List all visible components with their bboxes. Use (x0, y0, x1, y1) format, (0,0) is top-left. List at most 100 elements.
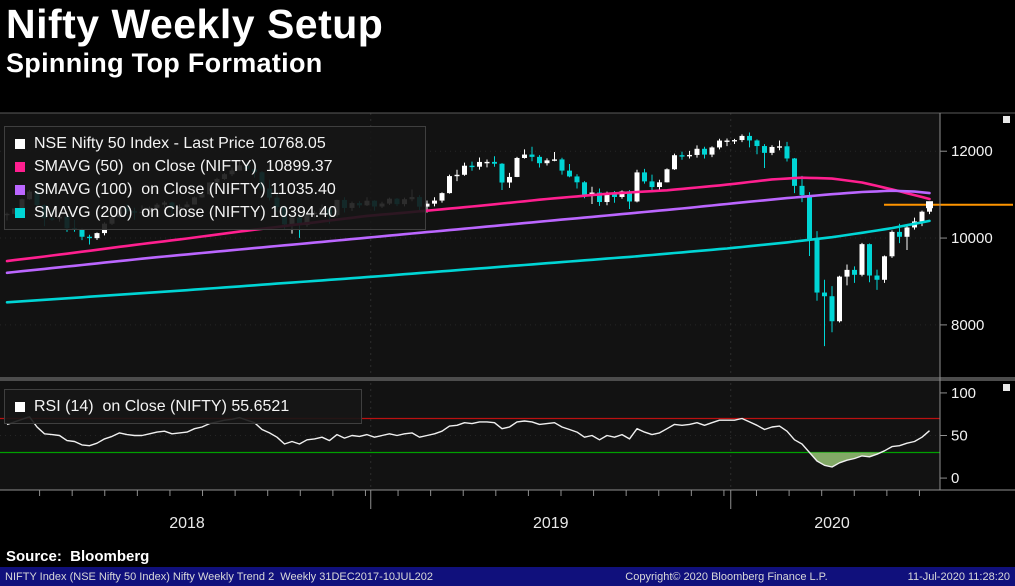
candlestick (94, 233, 100, 239)
candlestick (657, 182, 662, 188)
status-timestamp: 11-Jul-2020 11:28:20 (907, 570, 1010, 583)
status-copyright: Copyright© 2020 Bloomberg Finance L.P. (625, 570, 828, 583)
candlestick (447, 176, 452, 194)
candlestick (529, 154, 535, 157)
candlestick (672, 155, 677, 170)
candlestick (627, 191, 632, 202)
x-axis-year-label: 2019 (533, 515, 569, 532)
candlestick (522, 154, 527, 158)
candlestick (694, 148, 700, 155)
candlestick (837, 276, 842, 322)
candlestick (769, 146, 775, 153)
y-axis-tick-label: 50 (951, 428, 968, 445)
candlestick (919, 211, 925, 222)
rsi-oversold-fill (809, 452, 881, 467)
candlestick (747, 135, 752, 141)
candlestick (559, 159, 565, 171)
legend-item[interactable]: RSI (14) on Close (NIFTY) 55.6521 (15, 395, 351, 418)
x-axis-year-label: 2018 (169, 515, 205, 532)
candlestick (807, 195, 812, 241)
candlestick (642, 172, 647, 182)
candlestick (507, 176, 512, 183)
chart-region: 2018 2019 2020 12000 10000 8000 100 50 0 NSE Nif… (0, 112, 1015, 542)
candlestick (469, 165, 475, 168)
candlestick (544, 160, 550, 164)
status-security-description: NIFTY Index (NSE Nifty 50 Index) Nifty W… (5, 570, 433, 583)
legend-label: NSE Nifty 50 Index - Last Price 10768.05 (34, 135, 326, 152)
candlestick (754, 140, 760, 147)
candlestick (649, 181, 655, 188)
candlestick (514, 157, 520, 177)
legend-label: SMAVG (100) on Close (NIFTY) 11035.40 (34, 181, 336, 198)
candlestick (777, 146, 782, 148)
candlestick (597, 192, 602, 203)
candlestick (552, 159, 557, 161)
candlestick (829, 296, 835, 322)
last-price-marker (926, 201, 933, 209)
candlestick (784, 146, 790, 159)
candlestick (574, 176, 580, 183)
legend-item[interactable]: SMAVG (50) on Close (NIFTY) 10899.37 (15, 155, 415, 178)
candlestick (799, 185, 805, 196)
candlestick (87, 236, 92, 239)
chart-canvas[interactable]: 2018 2019 2020 12000 10000 8000 100 50 0 (0, 112, 1015, 542)
candlestick (454, 174, 460, 177)
candlestick (477, 161, 482, 167)
legend-label: SMAVG (200) on Close (NIFTY) 10394.40 (34, 204, 337, 221)
candlestick (679, 155, 685, 157)
moving-average-line (5, 219, 931, 304)
candlestick (792, 158, 797, 186)
candlestick (634, 172, 640, 202)
legend-swatch-icon (15, 207, 25, 218)
y-axis-tick-label: 10000 (951, 230, 993, 247)
candlestick (904, 227, 910, 237)
candlestick (762, 146, 767, 153)
candlestick (567, 170, 572, 177)
y-axis-tick-label: 100 (951, 385, 976, 402)
candlestick (822, 292, 827, 297)
candlestick (424, 203, 430, 207)
candlestick (604, 193, 610, 203)
chart-title: Nifty Weekly Setup (6, 1, 384, 47)
candlestick (484, 161, 490, 164)
candlestick (882, 256, 887, 280)
main-chart-legend[interactable]: NSE Nifty 50 Index - Last Price 10768.05… (4, 126, 426, 230)
candlestick (867, 244, 872, 276)
legend-item[interactable]: SMAVG (100) on Close (NIFTY) 11035.40 (15, 178, 415, 201)
legend-swatch-icon (15, 401, 25, 412)
candlestick (724, 140, 730, 142)
legend-label: RSI (14) on Close (NIFTY) 55.6521 (34, 398, 290, 415)
candlestick (79, 229, 85, 237)
candlestick (702, 148, 707, 155)
legend-item[interactable]: SMAVG (200) on Close (NIFTY) 10394.40 (15, 201, 415, 224)
candlestick (612, 193, 617, 197)
candlestick (709, 147, 715, 155)
candlestick (889, 231, 895, 257)
candlestick (739, 135, 745, 141)
candlestick (589, 192, 595, 195)
candlestick (499, 163, 505, 183)
status-bar: NIFTY Index (NSE Nifty 50 Index) Nifty W… (0, 567, 1015, 586)
source-label: Source: Bloomberg (6, 548, 150, 565)
panel-expand-icon[interactable] (1003, 384, 1010, 391)
x-axis-year-label: 2020 (814, 515, 850, 532)
candlestick (439, 193, 445, 201)
panel-expand-icon[interactable] (1003, 116, 1010, 123)
rsi-legend[interactable]: RSI (14) on Close (NIFTY) 55.6521 (4, 389, 362, 424)
candlestick (432, 200, 437, 204)
candlestick (814, 240, 820, 293)
candlestick (664, 169, 670, 183)
legend-swatch-icon (15, 184, 25, 195)
y-axis-tick-label: 8000 (951, 317, 984, 334)
candlestick (717, 140, 722, 148)
candlestick (582, 182, 587, 195)
title-block: Nifty Weekly Setup Spinning Top Formatio… (0, 0, 1015, 112)
candlestick (897, 231, 902, 237)
candlestick (859, 244, 865, 275)
candlestick (844, 269, 850, 277)
candlestick (462, 165, 467, 175)
candlestick (732, 140, 737, 142)
chart-subtitle: Spinning Top Formation (6, 47, 323, 78)
legend-item[interactable]: NSE Nifty 50 Index - Last Price 10768.05 (15, 132, 415, 155)
